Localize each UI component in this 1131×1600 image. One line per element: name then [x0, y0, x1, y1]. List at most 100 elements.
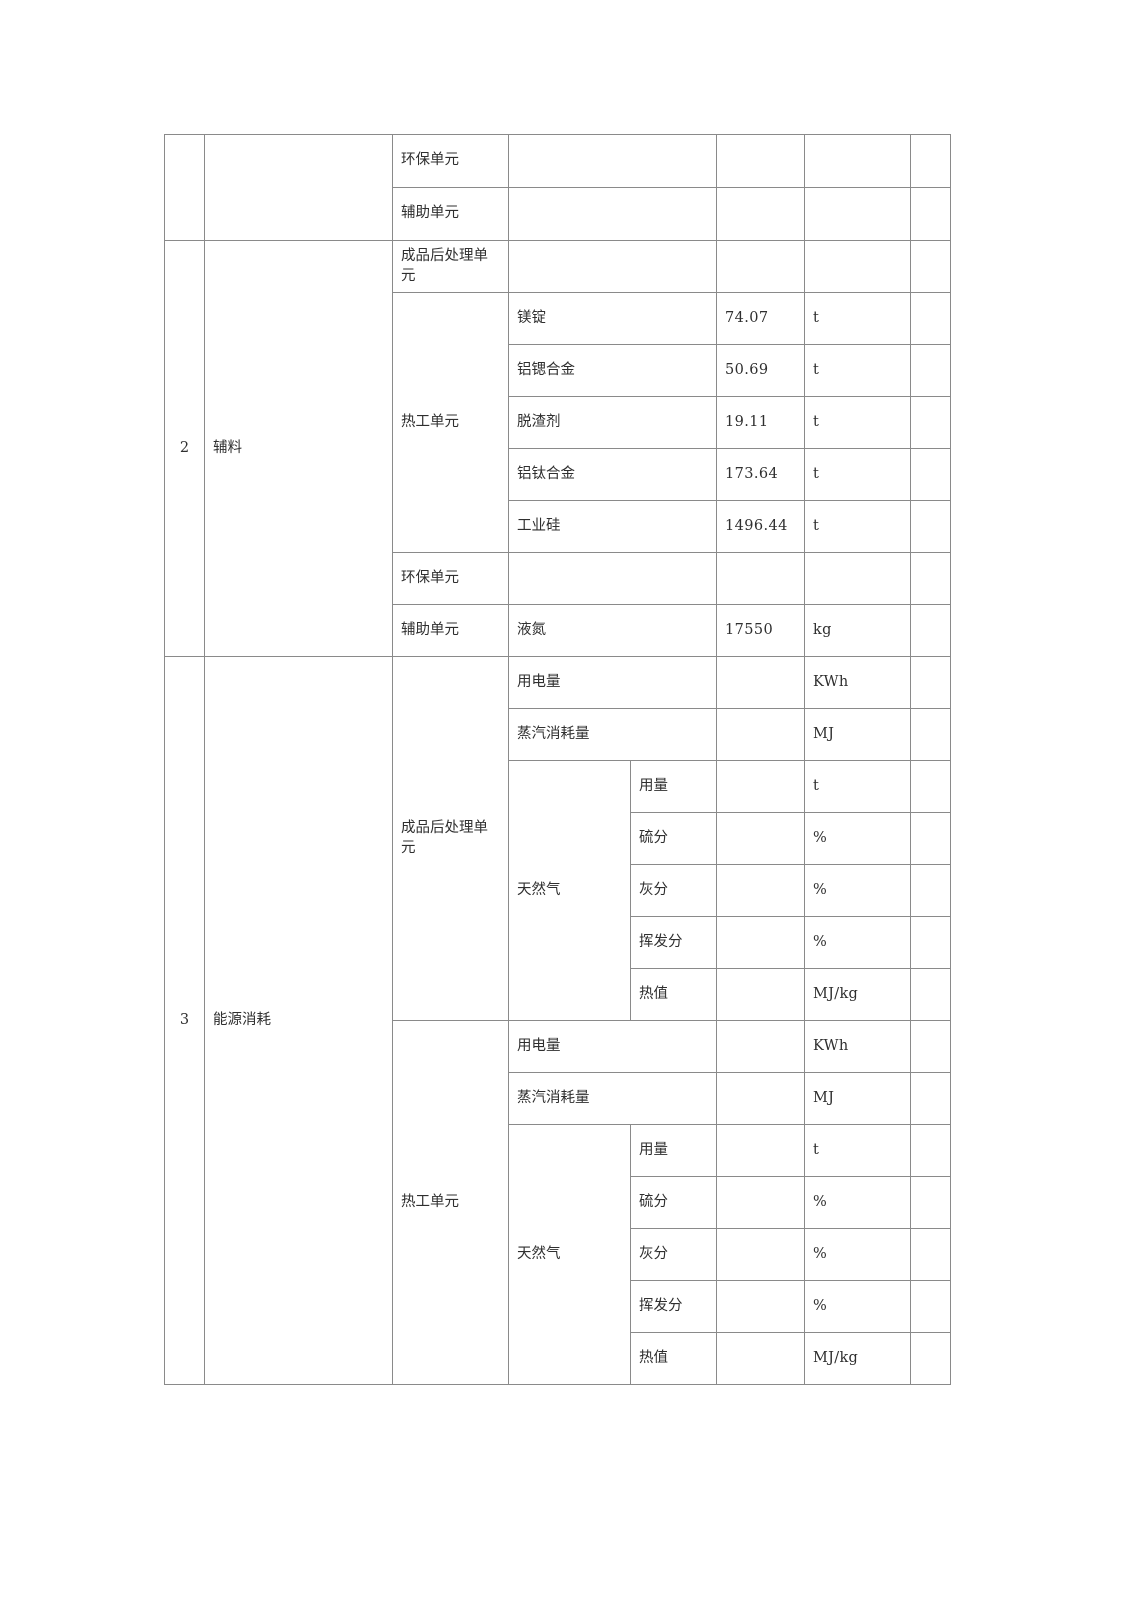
table-row: 脱渣剂 19.11 t	[165, 396, 951, 449]
cell-section0-category	[204, 134, 393, 241]
cell-extra-blank	[910, 916, 951, 969]
cell-energy-sub: 热值	[630, 968, 717, 1021]
cell-energy-sub: 用量	[630, 760, 717, 813]
table-row: 硫分 %	[165, 812, 951, 865]
cell-energy-uom: KWh	[804, 656, 911, 709]
cell-extra-blank	[910, 760, 951, 813]
cell-energy-uom: %	[804, 1228, 911, 1281]
cell-extra-blank	[910, 708, 951, 761]
cell-material-name: 镁锭	[508, 292, 717, 345]
table-row: 热值 MJ/kg	[165, 968, 951, 1021]
cell-uom-blank	[804, 134, 911, 188]
cell-energy-item: 用电量	[508, 656, 717, 709]
cell-material-name: 液氮	[508, 604, 717, 657]
table-row: 铝钛合金 173.64 t	[165, 448, 951, 501]
table-row: 蒸汽消耗量 MJ	[165, 708, 951, 761]
cell-energy-item-gas: 天然气	[508, 760, 631, 1021]
cell-energy-uom: t	[804, 1124, 911, 1177]
cell-material-uom: t	[804, 500, 911, 553]
cell-uom-blank	[804, 552, 911, 605]
cell-unit-env-0: 环保单元	[392, 134, 509, 188]
table-row: 挥发分 %	[165, 916, 951, 969]
cell-energy-item: 用电量	[508, 1020, 717, 1073]
cell-energy-value	[716, 1332, 805, 1385]
cell-extra-blank	[910, 187, 951, 241]
cell-section2-category: 辅料	[204, 240, 393, 657]
table-row: 蒸汽消耗量 MJ	[165, 1072, 951, 1125]
cell-value-blank	[716, 240, 805, 293]
cell-energy-sub: 用量	[630, 1124, 717, 1177]
cell-energy-item-gas: 天然气	[508, 1124, 631, 1385]
cell-energy-sub: 挥发分	[630, 1280, 717, 1333]
cell-energy-uom: KWh	[804, 1020, 911, 1073]
cell-energy-uom: MJ	[804, 1072, 911, 1125]
table-row: 铝锶合金 50.69 t	[165, 344, 951, 397]
cell-material-uom: t	[804, 344, 911, 397]
cell-energy-value	[716, 864, 805, 917]
cell-extra-blank	[910, 1332, 951, 1385]
table-row: 环保单元	[164, 134, 951, 241]
process-data-table: 环保单元 辅助单元 2 辅料 成品后处理单元 热工单元 镁锭 74.07 t 铝…	[164, 134, 951, 1385]
cell-material-name: 铝钛合金	[508, 448, 717, 501]
cell-energy-value	[716, 1072, 805, 1125]
cell-extra-blank	[910, 344, 951, 397]
cell-material-name: 脱渣剂	[508, 396, 717, 449]
cell-value-blank	[716, 134, 805, 188]
table-row: 热工单元 用电量 KWh	[165, 1020, 951, 1385]
cell-section3-index: 3	[164, 656, 205, 1385]
cell-extra-blank	[910, 1020, 951, 1073]
table-row: 3 能源消耗 成品后处理单元 用电量 KWh	[164, 656, 951, 1385]
cell-energy-uom: %	[804, 864, 911, 917]
cell-energy-value	[716, 916, 805, 969]
cell-unit-finished-3: 成品后处理单元	[392, 656, 509, 1021]
cell-material-value: 50.69	[716, 344, 805, 397]
cell-material-value: 74.07	[716, 292, 805, 345]
cell-extra-blank	[910, 812, 951, 865]
cell-material-name: 铝锶合金	[508, 344, 717, 397]
cell-energy-item: 蒸汽消耗量	[508, 708, 717, 761]
table-row: 灰分 %	[165, 864, 951, 917]
cell-material-value: 19.11	[716, 396, 805, 449]
cell-material-uom: kg	[804, 604, 911, 657]
cell-energy-value	[716, 1176, 805, 1229]
cell-energy-value	[716, 812, 805, 865]
table-row: 热值 MJ/kg	[165, 1332, 951, 1385]
cell-material-value: 17550	[716, 604, 805, 657]
cell-energy-uom: MJ	[804, 708, 911, 761]
table-row: 热工单元 镁锭 74.07 t	[165, 292, 951, 553]
cell-unit-aux-2: 辅助单元	[392, 604, 509, 657]
cell-energy-uom: %	[804, 916, 911, 969]
cell-item-blank	[508, 552, 717, 605]
cell-unit-env-2: 环保单元	[392, 552, 509, 605]
cell-material-uom: t	[804, 292, 911, 345]
cell-energy-value	[716, 1124, 805, 1177]
cell-energy-value	[716, 1020, 805, 1073]
cell-extra-blank	[910, 240, 951, 293]
cell-energy-uom: MJ/kg	[804, 968, 911, 1021]
cell-extra-blank	[910, 864, 951, 917]
table-row: 灰分 %	[165, 1228, 951, 1281]
cell-material-value: 173.64	[716, 448, 805, 501]
cell-energy-value	[716, 968, 805, 1021]
cell-energy-uom: t	[804, 760, 911, 813]
cell-energy-value	[716, 708, 805, 761]
cell-extra-blank	[910, 656, 951, 709]
cell-value-blank	[716, 187, 805, 241]
cell-energy-sub: 灰分	[630, 864, 717, 917]
table-row: 天然气 用量 t	[165, 760, 951, 1021]
cell-extra-blank	[910, 1280, 951, 1333]
cell-extra-blank	[910, 1124, 951, 1177]
cell-energy-uom: %	[804, 1280, 911, 1333]
table-row: 2 辅料 成品后处理单元	[164, 240, 951, 657]
cell-energy-sub: 灰分	[630, 1228, 717, 1281]
cell-energy-value	[716, 1280, 805, 1333]
table-row: 环保单元	[165, 552, 951, 605]
cell-extra-blank	[910, 396, 951, 449]
cell-energy-uom: %	[804, 1176, 911, 1229]
cell-item-blank	[508, 134, 717, 188]
table-row: 工业硅 1496.44 t	[165, 500, 951, 553]
table-row: 辅助单元	[165, 187, 951, 241]
cell-energy-sub: 挥发分	[630, 916, 717, 969]
cell-section2-index: 2	[164, 240, 205, 657]
cell-unit-thermal-3: 热工单元	[392, 1020, 509, 1385]
